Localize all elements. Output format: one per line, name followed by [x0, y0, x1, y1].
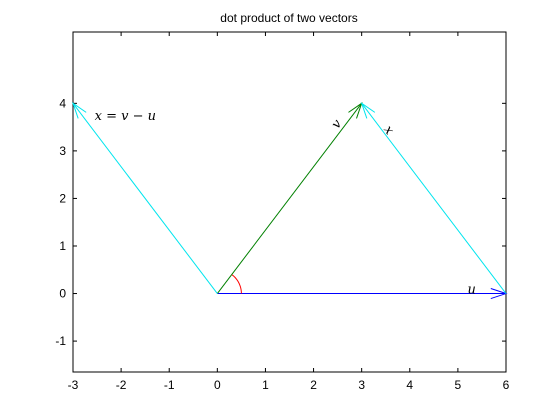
vector-label: x = v − u [95, 109, 156, 124]
vector-line [216, 103, 363, 294]
x-tick-label: 2 [310, 378, 317, 392]
x-tick-label: 4 [406, 378, 413, 392]
y-tick-label: 3 [59, 144, 66, 158]
y-tick-label: 4 [59, 96, 66, 110]
y-tick-label: 2 [59, 191, 66, 205]
vector-arrowhead [360, 102, 376, 119]
chart-title: dot product of two vectors [220, 11, 357, 25]
vector-line [72, 103, 218, 294]
x-tick-label: 6 [503, 378, 510, 392]
vector-arrowhead [72, 102, 87, 119]
x-tick-label: 0 [214, 378, 221, 392]
y-tick-label: 1 [59, 239, 66, 253]
plot-frame [72, 31, 507, 373]
angle-arc [231, 274, 242, 294]
y-tick-label: 0 [59, 287, 66, 301]
x-tick-label: 3 [358, 378, 365, 392]
vector-label: u [468, 283, 476, 298]
x-tick-label: -3 [68, 378, 79, 392]
x-tick-label: 5 [455, 378, 462, 392]
y-tick-label: -1 [55, 334, 66, 348]
x-tick-label: -2 [116, 378, 127, 392]
x-tick-label: 1 [262, 378, 269, 392]
vector-line [361, 103, 507, 294]
x-tick-label: -1 [164, 378, 175, 392]
